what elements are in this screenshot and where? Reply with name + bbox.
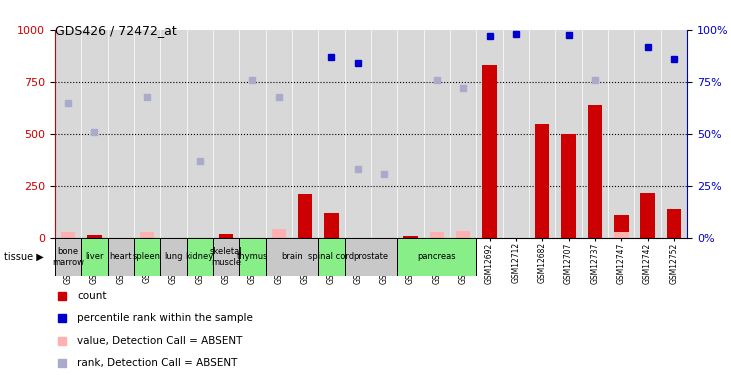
- Text: skeletal
muscle: skeletal muscle: [210, 247, 243, 267]
- Text: spinal cord: spinal cord: [308, 252, 355, 261]
- Bar: [614, 215, 629, 238]
- Bar: [430, 232, 444, 238]
- Bar: [134, 238, 160, 276]
- Bar: [61, 232, 75, 238]
- Bar: [87, 235, 102, 238]
- Bar: [456, 231, 471, 238]
- Bar: [667, 209, 681, 238]
- Bar: [213, 238, 239, 276]
- Bar: [140, 232, 154, 238]
- Text: thymus: thymus: [237, 252, 268, 261]
- Text: brain: brain: [281, 252, 303, 261]
- Bar: [561, 134, 576, 238]
- Bar: [219, 234, 233, 238]
- Bar: [186, 238, 213, 276]
- Text: bone
marrow: bone marrow: [52, 247, 84, 267]
- Bar: [325, 213, 338, 238]
- Bar: [81, 238, 107, 276]
- Text: value, Detection Call = ABSENT: value, Detection Call = ABSENT: [77, 336, 243, 346]
- Bar: [404, 236, 417, 238]
- Bar: [160, 238, 186, 276]
- Text: pancreas: pancreas: [417, 252, 456, 261]
- Text: liver: liver: [85, 252, 104, 261]
- Bar: [239, 238, 265, 276]
- Bar: [55, 238, 81, 276]
- Bar: [271, 229, 286, 238]
- Bar: [535, 124, 550, 238]
- Text: spleen: spleen: [133, 252, 161, 261]
- Text: count: count: [77, 291, 107, 301]
- Bar: [107, 238, 134, 276]
- Bar: [318, 238, 344, 276]
- Bar: [298, 194, 312, 238]
- Text: lung: lung: [164, 252, 183, 261]
- Bar: [588, 105, 602, 238]
- Bar: [344, 238, 398, 276]
- Bar: [482, 65, 497, 238]
- Bar: [640, 194, 655, 238]
- Text: rank, Detection Call = ABSENT: rank, Detection Call = ABSENT: [77, 358, 238, 368]
- Text: percentile rank within the sample: percentile rank within the sample: [77, 313, 253, 323]
- Bar: [614, 232, 629, 238]
- Bar: [265, 238, 318, 276]
- Text: prostate: prostate: [353, 252, 389, 261]
- Bar: [398, 238, 477, 276]
- Text: kidney: kidney: [186, 252, 214, 261]
- Text: tissue ▶: tissue ▶: [4, 252, 43, 262]
- Text: heart: heart: [110, 252, 132, 261]
- Text: GDS426 / 72472_at: GDS426 / 72472_at: [55, 24, 177, 38]
